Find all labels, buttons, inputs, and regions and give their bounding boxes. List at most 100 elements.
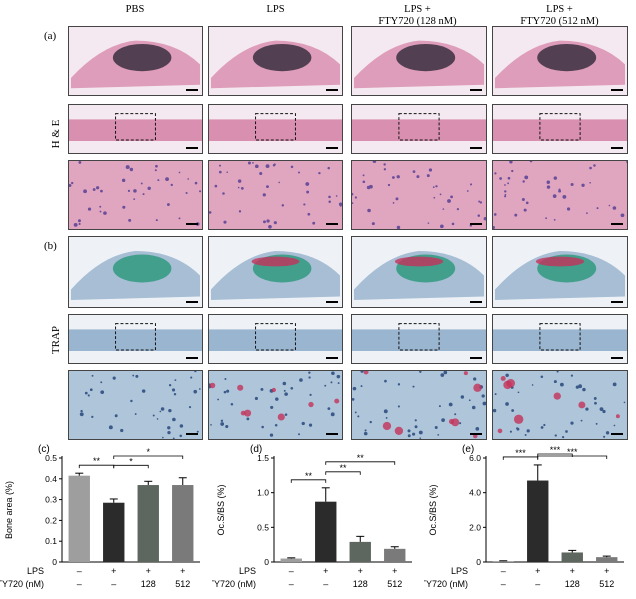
histology-image — [351, 160, 487, 230]
bar — [172, 485, 194, 562]
bar — [527, 480, 549, 562]
histology-image — [208, 104, 343, 154]
lps-row-value: + — [570, 566, 575, 576]
scale-bar — [186, 433, 198, 435]
y-tick-label: 0.4 — [45, 474, 57, 484]
bar — [384, 548, 406, 562]
scale-bar — [326, 147, 338, 149]
y-tick-label: 0.2 — [45, 515, 57, 525]
histology-image — [68, 160, 203, 230]
significance-bracket — [537, 455, 608, 459]
scale-bar — [186, 223, 198, 225]
lps-row-value: + — [146, 566, 151, 576]
lps-row-label: LPS — [239, 566, 256, 576]
scale-bar — [186, 357, 198, 359]
y-tick-label: 0.3 — [45, 495, 57, 505]
lps-row-value: + — [392, 566, 397, 576]
scale-bar — [611, 433, 623, 435]
significance-label: * — [129, 456, 133, 466]
histology-image — [492, 236, 628, 308]
scale-bar — [470, 301, 482, 303]
scale-bar — [186, 147, 198, 149]
significance-label: *** — [567, 447, 578, 457]
chart-ocs-bs-e: (e) Oc.S/BS (%) 0 2.0 4.0 6.0 *** *** *** LPS FTY7… — [424, 444, 624, 589]
significance-bracket — [537, 453, 573, 457]
fty720-row-value: 128 — [353, 579, 368, 589]
fty720-row-label: FTY720 (nM) — [424, 579, 468, 589]
significance-label: ** — [339, 463, 347, 473]
histology-image — [68, 314, 203, 364]
significance-bracket — [325, 461, 396, 465]
y-axis-label: Bone area (%) — [4, 481, 14, 539]
histology-image — [351, 104, 487, 154]
bar — [492, 561, 514, 562]
lps-row-value: + — [604, 566, 609, 576]
significance-label: ** — [305, 471, 313, 481]
y-tick-label: 0.5 — [45, 453, 57, 463]
scale-bar — [326, 301, 338, 303]
panel-label-b: (b) — [44, 240, 57, 252]
histology-image — [492, 370, 628, 440]
scale-bar — [611, 357, 623, 359]
y-axis-label: Oc.S/BS (%) — [428, 484, 438, 535]
histology-image — [492, 104, 628, 154]
significance-bracket — [113, 455, 184, 459]
histology-image — [351, 236, 487, 308]
fty720-row-label: FTY720 (nM) — [212, 579, 256, 589]
histology-image — [492, 314, 628, 364]
scale-bar — [186, 301, 198, 303]
fty720-row-value: – — [323, 579, 328, 589]
scale-bar — [186, 89, 198, 91]
lps-row-value: + — [358, 566, 363, 576]
y-tick-label: 2.0 — [469, 522, 481, 532]
scale-bar — [611, 223, 623, 225]
chart-bone-area: (c)Bone area (%)00.10.20.30.40.5****LPSF… — [0, 444, 200, 589]
fty720-row-value: – — [77, 579, 82, 589]
fty720-row-value: – — [111, 579, 116, 589]
scale-bar — [326, 89, 338, 91]
bar — [315, 501, 337, 562]
fty720-row-value: 128 — [565, 579, 580, 589]
lps-row-value: – — [289, 566, 294, 576]
panel-label: (e) — [462, 444, 474, 455]
column-header-lps-fty512: LPS + FTY720 (512 nM) — [520, 4, 599, 27]
histology-image — [68, 236, 203, 308]
panel-label: (c) — [38, 444, 50, 455]
histology-image — [68, 26, 203, 96]
scale-bar — [611, 89, 623, 91]
significance-label: *** — [515, 448, 526, 458]
scale-bar — [470, 89, 482, 91]
column-header-lps: LPS — [266, 4, 285, 15]
fty720-row-value: 512 — [599, 579, 614, 589]
histology-image — [208, 314, 343, 364]
histology-image — [351, 370, 487, 440]
scale-bar — [470, 433, 482, 435]
row-label-he: H & E — [50, 119, 62, 149]
chart-ocs-bs-d: (d) Oc.S/BS (%) 0 0.5 1.0 1.5 ** ** ** LPS FTY720 … — [212, 444, 412, 589]
y-tick-label: 0.5 — [257, 522, 269, 532]
bar — [349, 541, 371, 562]
significance-bracket — [325, 471, 361, 475]
lps-row-value: + — [535, 566, 540, 576]
lps-row-value: – — [501, 566, 506, 576]
bar — [68, 475, 90, 562]
row-label-trap: TRAP — [50, 325, 62, 355]
significance-label: ** — [93, 456, 101, 466]
y-tick-label: 1.5 — [257, 453, 269, 463]
y-tick-label: 6.0 — [469, 453, 481, 463]
histology-image — [208, 26, 343, 96]
scale-bar — [470, 147, 482, 149]
bar — [137, 485, 159, 562]
panel-label: (d) — [250, 444, 262, 455]
y-tick-label: 0 — [476, 557, 481, 567]
bar — [103, 502, 125, 562]
scale-bar — [611, 301, 623, 303]
scale-bar — [326, 357, 338, 359]
histology-image — [492, 26, 628, 96]
histology-image — [351, 314, 487, 364]
significance-label: *** — [550, 445, 561, 455]
significance-bracket — [290, 479, 327, 483]
panel-label-a: (a) — [44, 30, 57, 42]
histology-image — [208, 160, 343, 230]
scale-bar — [326, 433, 338, 435]
